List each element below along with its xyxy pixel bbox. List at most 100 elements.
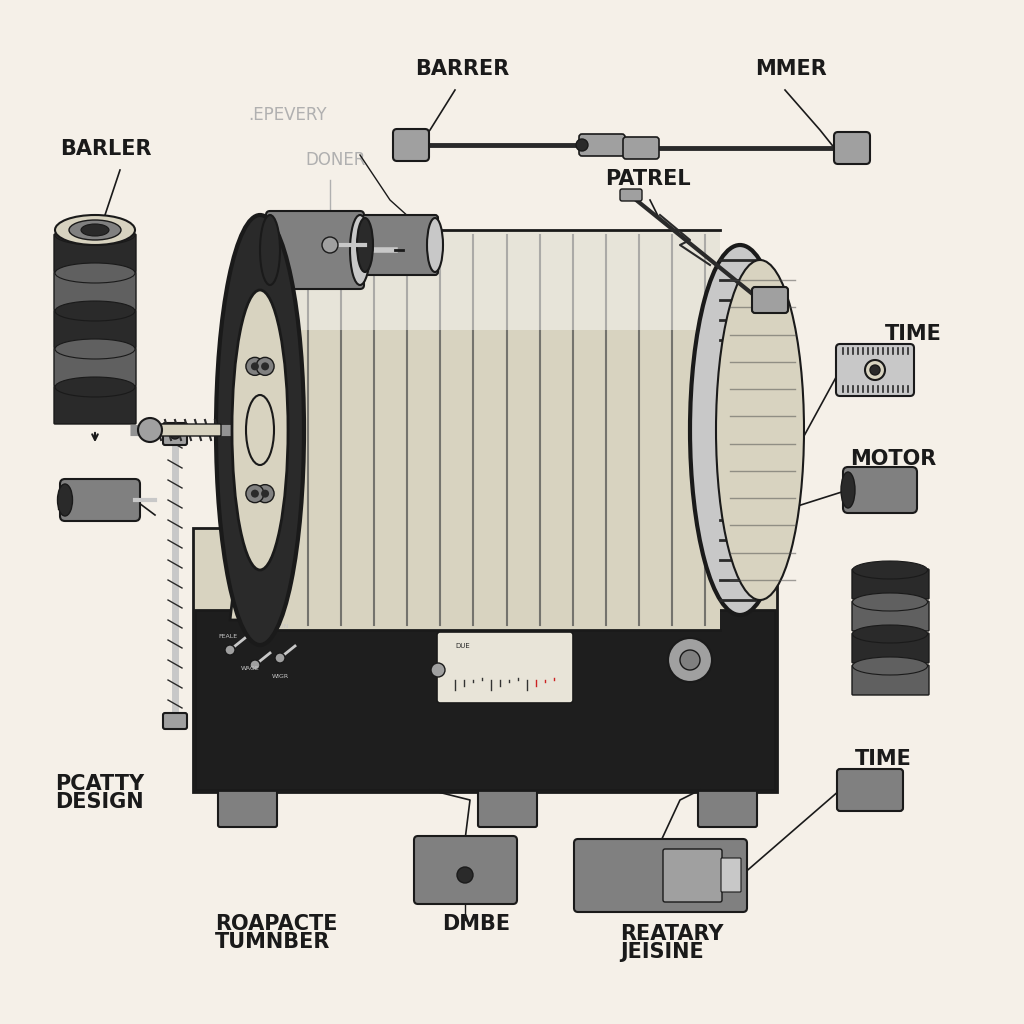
- FancyBboxPatch shape: [852, 569, 929, 599]
- FancyBboxPatch shape: [852, 601, 929, 631]
- Circle shape: [246, 484, 264, 503]
- FancyBboxPatch shape: [218, 788, 278, 827]
- Circle shape: [431, 663, 445, 677]
- Ellipse shape: [853, 561, 928, 579]
- Text: TIME: TIME: [885, 324, 942, 344]
- Text: MOTOR: MOTOR: [850, 449, 936, 469]
- Ellipse shape: [55, 263, 135, 283]
- Text: PATREL: PATREL: [605, 169, 690, 189]
- Text: ROAPACTE: ROAPACTE: [215, 914, 338, 934]
- Text: BARRER: BARRER: [415, 59, 509, 79]
- Circle shape: [275, 653, 285, 663]
- FancyBboxPatch shape: [579, 134, 625, 156]
- Ellipse shape: [57, 484, 73, 516]
- Bar: [195, 610, 775, 790]
- Ellipse shape: [55, 301, 135, 321]
- FancyBboxPatch shape: [852, 665, 929, 695]
- Text: MOTOR: MOTOR: [55, 494, 141, 514]
- FancyBboxPatch shape: [620, 189, 642, 201]
- Text: REATARY: REATARY: [620, 924, 724, 944]
- Text: DO.E: DO.E: [247, 626, 263, 631]
- Circle shape: [225, 645, 234, 655]
- Ellipse shape: [246, 395, 274, 465]
- Circle shape: [256, 484, 274, 503]
- Text: DMBE: DMBE: [442, 914, 510, 934]
- FancyBboxPatch shape: [54, 348, 136, 386]
- Text: .EPEVERY: .EPEVERY: [248, 106, 327, 124]
- Text: TIME: TIME: [855, 749, 912, 769]
- Ellipse shape: [55, 377, 135, 397]
- Text: MMER: MMER: [755, 59, 826, 79]
- Ellipse shape: [357, 218, 373, 272]
- FancyBboxPatch shape: [837, 769, 903, 811]
- FancyBboxPatch shape: [437, 632, 573, 703]
- FancyBboxPatch shape: [393, 129, 429, 161]
- Polygon shape: [550, 535, 640, 620]
- FancyBboxPatch shape: [362, 215, 438, 275]
- FancyBboxPatch shape: [663, 849, 722, 902]
- Circle shape: [457, 867, 473, 883]
- FancyBboxPatch shape: [54, 234, 136, 272]
- Ellipse shape: [853, 625, 928, 643]
- Bar: [260, 230, 720, 630]
- FancyBboxPatch shape: [843, 467, 918, 513]
- FancyBboxPatch shape: [54, 310, 136, 348]
- FancyBboxPatch shape: [836, 344, 914, 396]
- FancyBboxPatch shape: [698, 788, 757, 827]
- Text: WAOE: WAOE: [241, 666, 259, 671]
- Ellipse shape: [69, 220, 121, 240]
- Ellipse shape: [841, 472, 855, 508]
- FancyBboxPatch shape: [721, 858, 741, 892]
- Circle shape: [575, 139, 588, 151]
- Ellipse shape: [260, 215, 280, 285]
- Bar: [260, 230, 720, 330]
- Circle shape: [251, 489, 259, 498]
- Ellipse shape: [690, 245, 790, 615]
- Text: VOTTION: VOTTION: [261, 624, 289, 629]
- FancyBboxPatch shape: [834, 132, 870, 164]
- Circle shape: [865, 360, 885, 380]
- Circle shape: [256, 357, 274, 376]
- Ellipse shape: [853, 593, 928, 611]
- FancyBboxPatch shape: [478, 788, 537, 827]
- Circle shape: [668, 638, 712, 682]
- FancyBboxPatch shape: [752, 287, 788, 313]
- Circle shape: [170, 429, 180, 439]
- Text: DESIGN: DESIGN: [55, 792, 143, 812]
- Circle shape: [250, 660, 260, 670]
- FancyBboxPatch shape: [54, 386, 136, 424]
- Ellipse shape: [55, 339, 135, 359]
- Text: DONER: DONER: [305, 151, 366, 169]
- Ellipse shape: [427, 218, 443, 272]
- Ellipse shape: [81, 224, 109, 236]
- Text: DUE: DUE: [455, 643, 470, 649]
- FancyBboxPatch shape: [574, 839, 746, 912]
- Circle shape: [138, 418, 162, 442]
- FancyBboxPatch shape: [60, 479, 140, 521]
- Circle shape: [261, 362, 269, 371]
- FancyBboxPatch shape: [852, 633, 929, 663]
- Polygon shape: [230, 535, 319, 620]
- Text: WIGR: WIGR: [271, 674, 289, 679]
- FancyBboxPatch shape: [414, 836, 517, 904]
- FancyBboxPatch shape: [159, 424, 221, 436]
- Circle shape: [261, 489, 269, 498]
- FancyBboxPatch shape: [193, 528, 777, 792]
- Circle shape: [322, 237, 338, 253]
- Circle shape: [246, 357, 264, 376]
- Text: FEALE: FEALE: [218, 634, 238, 639]
- FancyBboxPatch shape: [623, 137, 659, 159]
- FancyBboxPatch shape: [266, 211, 364, 289]
- Ellipse shape: [350, 215, 370, 285]
- Circle shape: [680, 650, 700, 670]
- Ellipse shape: [55, 215, 135, 245]
- Text: TUMNBER: TUMNBER: [215, 932, 331, 952]
- Text: JEISINE: JEISINE: [620, 942, 703, 962]
- FancyBboxPatch shape: [54, 272, 136, 310]
- Ellipse shape: [853, 657, 928, 675]
- Text: BARLER: BARLER: [60, 139, 152, 159]
- Circle shape: [870, 365, 880, 375]
- FancyBboxPatch shape: [163, 713, 187, 729]
- Ellipse shape: [716, 260, 804, 600]
- Circle shape: [251, 362, 259, 371]
